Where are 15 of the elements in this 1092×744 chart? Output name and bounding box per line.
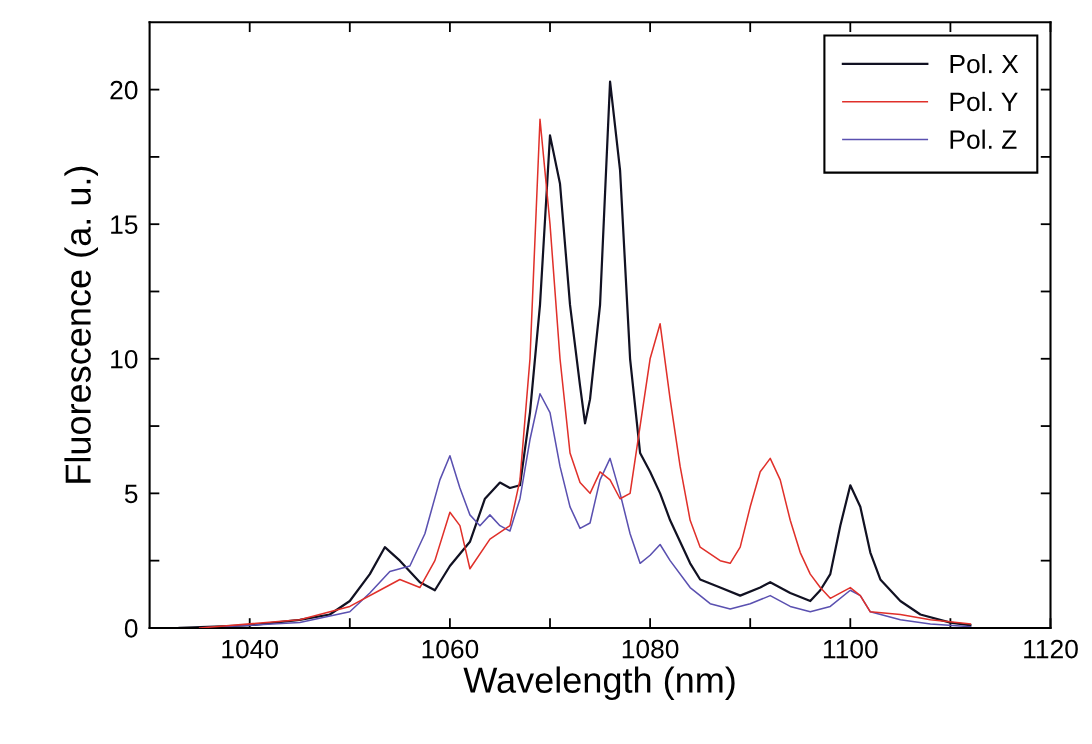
x-tick-label: 1120 <box>1024 639 1078 659</box>
legend-label: Pol. X <box>950 53 1019 74</box>
x-tick-label: 1060 <box>422 639 479 659</box>
y-tick-label: 20 <box>110 80 138 100</box>
x-tick-label: 1040 <box>222 639 279 659</box>
y-tick-label: 15 <box>111 215 138 235</box>
x-tick-label: 1080 <box>622 639 679 659</box>
y-tick-label: 5 <box>124 484 138 504</box>
x-axis-title: Wavelength (nm) <box>463 666 735 701</box>
legend-label: Pol. Y <box>950 91 1018 112</box>
y-tick-label: 10 <box>111 349 138 369</box>
legend-label: Pol. Z <box>950 129 1017 149</box>
y-axis-title: Fluorescence (a. u.) <box>64 166 99 483</box>
x-tick-label: 1100 <box>823 639 878 659</box>
y-tick-label: 0 <box>124 619 138 638</box>
